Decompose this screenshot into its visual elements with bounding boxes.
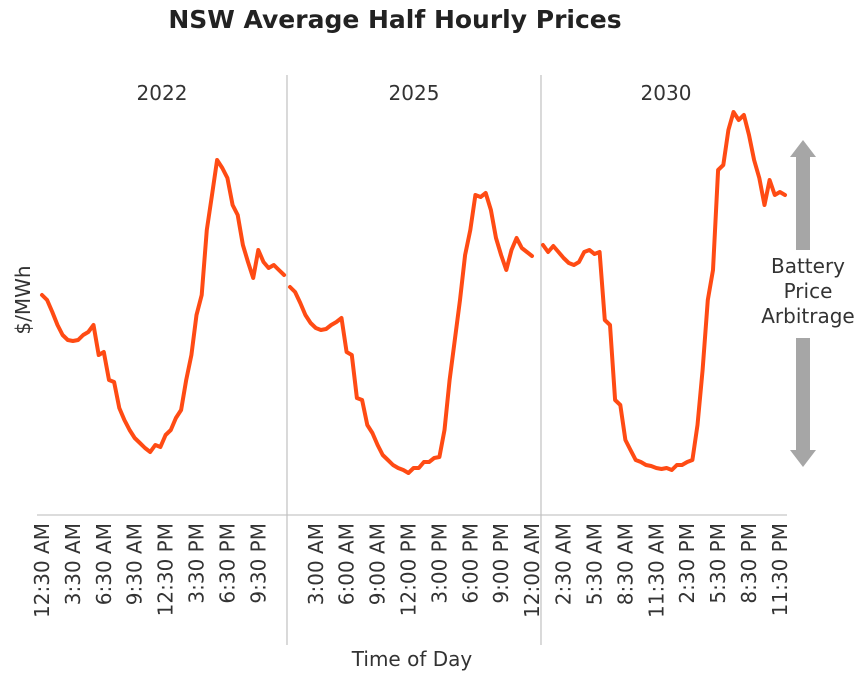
x-tick-label: 12:30 PM [154,523,178,616]
panel-title: 2030 [641,81,692,105]
chart-title: NSW Average Half Hourly Prices [168,5,621,34]
price-line [541,110,787,472]
x-tick-label: 11:30 PM [768,523,792,616]
x-tick-label: 12:00 AM [520,523,544,618]
arbitrage-arrow [790,140,816,467]
x-tick-label: 6:30 PM [215,523,239,604]
x-tick-label: 12:00 PM [396,523,420,616]
x-tick-label: 3:00 AM [304,523,328,605]
x-tick-label: 12:30 AM [30,523,54,618]
x-tick-label: 9:00 PM [489,523,513,604]
x-tick-label: 3:30 AM [61,523,85,605]
x-tick-label: 5:30 AM [583,523,607,605]
x-tick-label: 9:30 PM [246,523,270,604]
annotation: Price [784,279,833,303]
x-tick-label: 8:30 AM [613,523,637,605]
x-tick-label: 6:30 AM [92,523,116,605]
x-tick-label: 11:30 AM [644,523,668,618]
price-line [288,191,534,475]
panel-title: 2025 [389,81,440,105]
annotation: Battery [771,254,845,278]
x-tick-label: 2:30 PM [675,523,699,604]
x-tick-label: 9:30 AM [123,523,147,605]
x-tick-label: 5:30 PM [706,523,730,604]
x-tick-label: 6:00 PM [458,523,482,604]
price-line [40,158,287,454]
y-axis-label: $/MWh [11,265,35,334]
annotation: Arbitrage [761,304,854,328]
x-tick-label: 8:30 PM [737,523,761,604]
panel-title: 2022 [137,81,188,105]
x-tick-label: 3:30 PM [185,523,209,604]
x-tick-label: 9:00 AM [366,523,390,605]
x-tick-label: 3:00 PM [427,523,451,604]
x-axis-label: Time of Day [351,647,473,671]
x-tick-label: 6:00 AM [335,523,359,605]
x-tick-label: 2:30 AM [552,523,576,605]
